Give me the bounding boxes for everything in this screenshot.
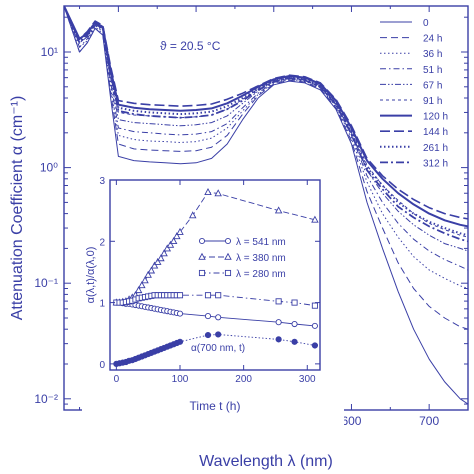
inset-point-0-21 (204, 313, 212, 320)
inset-point-1-21 (188, 211, 197, 219)
inset-legend-marker-left-2 (198, 269, 206, 277)
main-legend-label-7: 144 h (423, 127, 448, 138)
inset-point-1-15 (160, 249, 168, 257)
inset-series-line-3 (116, 334, 315, 365)
inset-x-tick-label-0: 0 (114, 374, 120, 385)
inset-point-0-22 (215, 314, 222, 321)
inset-point-1-10 (144, 270, 152, 278)
inset-x-tick-label-3: 300 (299, 374, 316, 385)
inset-point-3-24 (291, 338, 298, 345)
inset-legend-marker-right-2 (224, 269, 232, 277)
main-legend-label-0: 0 (423, 18, 429, 29)
main-series-line-1 (64, 6, 468, 330)
inset-point-1-24 (274, 206, 283, 214)
inset-y-tick-label-3: 3 (99, 176, 105, 187)
inset-point-1-20 (176, 227, 184, 235)
main-x-tick-label-4: 700 (419, 414, 439, 428)
main-legend: 0 24 h 36 h 51 h 67 h 91 h 120 h 144 h 261 h 312 … (380, 18, 448, 169)
inset-point-3-21 (204, 331, 212, 339)
main-legend-label-2: 36 h (423, 49, 442, 60)
main-y-ticks: 10⁻² 10⁻¹ 10⁰ 10¹ (34, 16, 468, 411)
inset-point-0-20 (176, 310, 184, 317)
inset-point-1-14 (157, 254, 165, 262)
main-y-tick-label-2: 10⁰ (40, 161, 58, 175)
main-legend-label-5: 91 h (423, 96, 442, 107)
inset-legend-marker-right-0 (224, 237, 232, 245)
inset-y-tick-label-2: 2 (99, 237, 105, 248)
inset-y-ticks: 0 1 2 3 (99, 176, 320, 371)
inset-point-1-12 (150, 261, 159, 269)
inset-point-1-11 (147, 266, 156, 274)
inset-y-tick-label-1: 1 (99, 299, 105, 310)
main-legend-label-8: 261 h (423, 143, 448, 154)
inset-y-tick-label-0: 0 (99, 360, 105, 371)
inset-background (82, 168, 344, 430)
main-x-tick-label-3: 600 (341, 414, 361, 428)
main-legend-label-6: 120 h (423, 112, 448, 123)
inset-point-1-22 (204, 188, 212, 196)
inset-legend-marker-left-1 (198, 252, 206, 260)
inset-point-0-25 (311, 322, 318, 329)
main-y-axis-label: Attenuation Coefficient α (cm⁻¹) (9, 96, 26, 321)
inset-x-tick-label-1: 100 (172, 374, 189, 385)
main-series-group (64, 6, 468, 405)
inset-point-1-7 (134, 286, 143, 294)
inset-point-2-21 (204, 292, 212, 299)
inset-point-2-24 (291, 299, 298, 306)
main-y-tick-label-1: 10⁻¹ (34, 276, 58, 290)
inset-point-1-23 (214, 189, 222, 197)
main-y-tick-label-0: 10⁻² (34, 392, 58, 406)
main-series-line-9 (64, 6, 468, 243)
inset-legend-label-2: λ = 280 nm (236, 269, 286, 280)
main-y-tick-label-3: 10¹ (41, 45, 58, 59)
main-series-line-5 (64, 6, 468, 238)
inset-point-3-22 (215, 331, 222, 338)
main-x-axis-label: Wavelength λ (nm) (199, 453, 333, 470)
inset-legend-label-0: λ = 541 nm (236, 237, 286, 248)
inset-point-2-22 (215, 292, 222, 299)
inset-point-0-23 (275, 319, 282, 326)
inset-point-1-19 (173, 232, 181, 240)
inset-x-tick-label-2: 200 (235, 374, 252, 385)
main-series-line-4 (64, 6, 468, 252)
inset-x-ticks: 0 100 200 300 (114, 180, 316, 385)
inset-legend: λ = 541 nm λ = 380 nm λ = 280 nm (198, 237, 286, 280)
inset-point-1-16 (163, 244, 172, 252)
main-legend-label-3: 51 h (423, 65, 442, 76)
inset-x-axis-label: Time t (h) (190, 399, 241, 413)
inset-700nm-annotation: α(700 nm, t) (191, 343, 245, 354)
inset-point-3-25 (311, 342, 319, 349)
inset-point-2-25 (311, 302, 318, 309)
inset-legend-marker-right-1 (224, 252, 232, 260)
inset-point-1-18 (169, 237, 178, 245)
main-series-line-2 (64, 6, 468, 289)
inset-point-2-23 (275, 298, 282, 305)
inset-legend-marker-left-0 (198, 237, 206, 245)
inset-point-1-9 (141, 276, 149, 284)
inset-point-3-23 (275, 336, 282, 343)
inset-series-group (112, 188, 319, 367)
inset-plot-frame (109, 179, 321, 371)
inset-y-axis-label: α(λ,t)/α(λ,0) (85, 247, 97, 304)
inset-point-1-17 (166, 240, 175, 248)
inset-point-1-8 (138, 281, 146, 289)
inset-point-3-20 (176, 338, 184, 345)
main-series-line-0 (64, 6, 468, 405)
main-legend-label-9: 312 h (423, 158, 448, 169)
inset-legend-label-1: λ = 380 nm (236, 253, 286, 264)
inset-plot: 0 100 200 300 0 1 2 3 Time t (h) α(λ,t)/α(λ,0)… (82, 168, 344, 430)
inset-point-1-13 (153, 257, 162, 265)
main-legend-label-4: 67 h (423, 80, 442, 91)
inset-point-0-24 (291, 320, 298, 328)
temperature-annotation: ϑ = 20.5 °C (160, 39, 221, 53)
main-series-line-3 (64, 6, 468, 271)
main-legend-label-1: 24 h (423, 34, 442, 45)
inset-point-1-25 (311, 215, 319, 223)
inset-point-2-20 (176, 292, 184, 299)
